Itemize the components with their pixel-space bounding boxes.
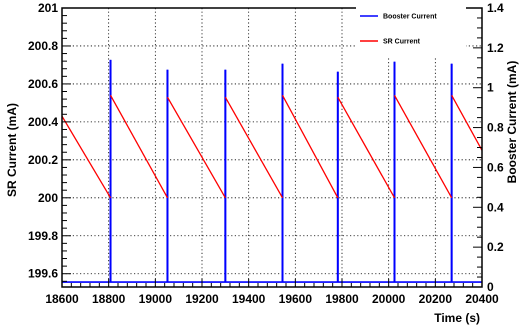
y-left-tick-label: 200.6 bbox=[28, 77, 58, 91]
sr-current-segment bbox=[337, 96, 396, 199]
x-tick-label: 19600 bbox=[279, 292, 313, 306]
x-tick-label: 19200 bbox=[185, 292, 219, 306]
x-tick-label: 18800 bbox=[92, 292, 126, 306]
ticks: 18600 18800 19000 19200 19400 19600 19800 20000… bbox=[28, 1, 504, 306]
y-right-tick-label: 1 bbox=[487, 81, 494, 95]
y-left-tick-label: 200.2 bbox=[28, 153, 58, 167]
x-tick-label: 20000 bbox=[372, 292, 406, 306]
y-right-axis-title: Booster Current (mA) bbox=[505, 61, 519, 184]
sr-current-segment bbox=[109, 94, 169, 199]
legend-label-sr: SR Current bbox=[383, 39, 421, 46]
y-right-tick-label: 0.4 bbox=[487, 200, 504, 214]
x-axis-title: Time (s) bbox=[434, 311, 480, 325]
sr-current-segment bbox=[166, 96, 226, 199]
legend-box bbox=[356, 6, 466, 56]
sr-current-segment bbox=[393, 94, 453, 199]
sr-current-segment bbox=[451, 94, 483, 151]
x-tick-label: 19000 bbox=[139, 292, 173, 306]
y-right-tick-label: 1.4 bbox=[487, 1, 504, 15]
y-right-tick-label: 0.2 bbox=[487, 240, 504, 254]
y-left-tick-label: 200.8 bbox=[28, 39, 58, 53]
x-tick-label: 18600 bbox=[45, 292, 79, 306]
legend: Booster Current SR Current bbox=[356, 6, 466, 56]
x-tick-label: 19800 bbox=[325, 292, 359, 306]
y-right-tick-label: 0.6 bbox=[487, 160, 504, 174]
sr-current-segment bbox=[224, 96, 284, 199]
legend-label-booster: Booster Current bbox=[383, 14, 437, 21]
y-right-tick-label: 0 bbox=[487, 280, 494, 294]
sr-current-segment bbox=[61, 115, 112, 199]
grid bbox=[62, 8, 482, 287]
sr-current-segment bbox=[281, 94, 339, 199]
y-left-tick-label: 200 bbox=[38, 191, 58, 205]
x-tick-label: 20400 bbox=[465, 292, 499, 306]
y-left-tick-label: 200.4 bbox=[28, 115, 58, 129]
y-right-tick-label: 1.2 bbox=[487, 41, 504, 55]
x-tick-label: 19400 bbox=[232, 292, 266, 306]
y-left-axis-title: SR Current (mA) bbox=[5, 103, 19, 197]
series-layer bbox=[61, 59, 483, 283]
x-tick-label: 20200 bbox=[419, 292, 453, 306]
y-left-tick-label: 199.6 bbox=[28, 267, 58, 281]
y-left-tick-label: 199.8 bbox=[28, 229, 58, 243]
y-right-tick-label: 0.8 bbox=[487, 121, 504, 135]
y-left-tick-label: 201 bbox=[38, 1, 58, 15]
